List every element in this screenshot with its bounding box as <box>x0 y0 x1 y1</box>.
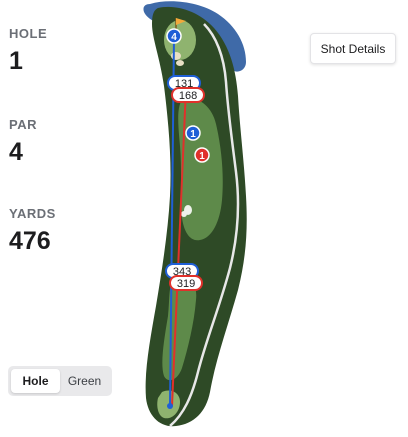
flag-icon <box>175 18 186 30</box>
shot-marker[interactable]: 4 <box>166 28 182 44</box>
distance-text: 319 <box>177 278 195 290</box>
shot-details-button[interactable]: Shot Details <box>310 33 396 64</box>
par-stat: PAR 4 <box>9 117 37 167</box>
shot-marker[interactable]: 1 <box>185 125 201 141</box>
hole-label: HOLE <box>9 26 48 41</box>
yards-stat: YARDS 476 <box>9 206 56 256</box>
par-value: 4 <box>9 138 23 166</box>
yards-label: YARDS <box>9 206 56 221</box>
tree-icon <box>181 205 192 217</box>
view-toggle: Hole Green <box>8 366 112 396</box>
yards-value: 476 <box>9 227 51 255</box>
distance-label: 168 <box>171 87 205 103</box>
view-toggle-hole[interactable]: Hole <box>11 369 60 393</box>
hole-stat: HOLE 1 <box>9 26 47 76</box>
shot-line-red <box>171 87 187 407</box>
shot-marker[interactable]: 1 <box>194 147 210 163</box>
par-label: PAR <box>9 117 37 132</box>
view-toggle-green[interactable]: Green <box>67 374 102 388</box>
shot-marker-label: 4 <box>171 32 177 43</box>
cart-path <box>169 23 240 427</box>
hole-value: 1 <box>9 47 23 75</box>
distance-label: 319 <box>169 275 203 291</box>
distance-text: 168 <box>179 90 197 102</box>
shot-marker-label: 1 <box>190 129 196 140</box>
tee-marker <box>167 403 173 409</box>
shot-marker-label: 1 <box>199 151 205 162</box>
